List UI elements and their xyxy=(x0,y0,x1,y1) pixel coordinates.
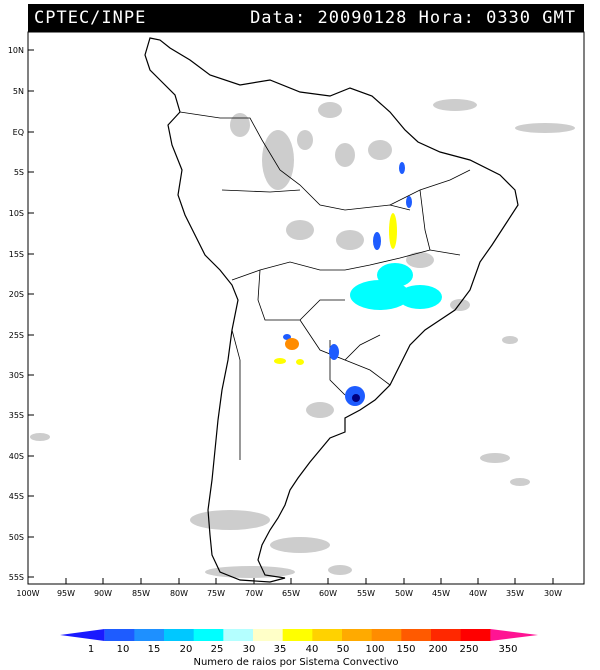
legend-swatch xyxy=(223,629,254,641)
lon-label: 75W xyxy=(207,589,225,598)
lat-label: 40S xyxy=(9,452,24,461)
legend-value: 15 xyxy=(148,644,161,655)
lon-label: 30W xyxy=(544,589,562,598)
lat-label: 15S xyxy=(9,250,24,259)
legend-value: 100 xyxy=(365,644,384,655)
legend-swatch xyxy=(401,629,432,641)
latitude-labels: 10N 5N EQ 5S 10S 15S 20S 25S 30S 35S 40S… xyxy=(8,46,24,582)
legend-swatch xyxy=(193,629,224,641)
lat-label: 35S xyxy=(9,411,24,420)
legend-swatch xyxy=(460,629,491,641)
lat-label: 5N xyxy=(13,87,24,96)
legend-swatch xyxy=(431,629,462,641)
lat-label: 45S xyxy=(9,492,24,501)
longitude-labels: 100W 95W 90W 85W 80W 75W 70W 65W 60W 55W… xyxy=(16,589,562,598)
time-value: 0330 xyxy=(486,8,532,28)
legend-value: 1 xyxy=(88,644,94,655)
lat-label: 25S xyxy=(9,331,24,340)
lat-label: 55S xyxy=(9,573,24,582)
lon-label: 70W xyxy=(245,589,263,598)
lon-label: 80W xyxy=(170,589,188,598)
legend-value: 40 xyxy=(306,644,319,655)
coastline xyxy=(144,37,519,583)
legend-value: 25 xyxy=(211,644,224,655)
legend-swatch xyxy=(342,629,373,641)
legend-value: 50 xyxy=(337,644,350,655)
title-bar: CPTEC/INPE Data: 20090128 Hora: 0330 GMT xyxy=(28,4,584,32)
legend-value: 35 xyxy=(274,644,287,655)
legend-swatch xyxy=(282,629,313,641)
lon-label: 35W xyxy=(506,589,524,598)
legend-value: 10 xyxy=(117,644,130,655)
lat-label: 10N xyxy=(8,46,24,55)
lon-label: 55W xyxy=(357,589,375,598)
timezone: GMT xyxy=(542,8,576,28)
legend-bar xyxy=(60,629,538,641)
lat-label: 20S xyxy=(9,290,24,299)
lon-label: 95W xyxy=(57,589,75,598)
legend-labels: 1 10 15 20 25 30 35 40 50 100 150 200 25… xyxy=(88,644,518,655)
longitude-ticks xyxy=(65,578,554,584)
date-time-title: Data: 20090128 Hora: 0330 GMT xyxy=(250,4,576,32)
lat-label: 30S xyxy=(9,371,24,380)
legend-swatch xyxy=(134,629,165,641)
legend-value: 20 xyxy=(180,644,193,655)
lat-label: 5S xyxy=(14,168,24,177)
latitude-ticks xyxy=(28,49,34,578)
lon-label: 60W xyxy=(319,589,337,598)
lat-label: EQ xyxy=(13,128,24,137)
legend-swatch xyxy=(60,629,105,641)
map-frame xyxy=(27,31,585,585)
legend-swatch xyxy=(490,629,538,641)
legend-value: 250 xyxy=(459,644,478,655)
lon-label: 45W xyxy=(432,589,450,598)
legend-value: 150 xyxy=(396,644,415,655)
legend-swatch xyxy=(104,629,135,641)
lon-label: 90W xyxy=(94,589,112,598)
legend-swatch xyxy=(164,629,195,641)
legend-value: 200 xyxy=(428,644,447,655)
lat-label: 50S xyxy=(9,533,24,542)
date-value: 20090128 xyxy=(317,8,408,28)
legend-swatch xyxy=(312,629,343,641)
legend-swatch xyxy=(371,629,402,641)
lat-label: 10S xyxy=(9,209,24,218)
cloud-cover xyxy=(30,99,575,578)
borders xyxy=(179,111,471,460)
date-label: Data: xyxy=(250,8,307,28)
agency-title: CPTEC/INPE xyxy=(34,8,147,28)
lon-label: 40W xyxy=(469,589,487,598)
legend-value: 350 xyxy=(498,644,517,655)
lon-label: 85W xyxy=(132,589,150,598)
legend-caption: Numero de raios por Sistema Convectivo xyxy=(193,657,398,668)
legend-swatch xyxy=(253,629,284,641)
lon-label: 50W xyxy=(395,589,413,598)
lon-label: 100W xyxy=(16,589,39,598)
lon-label: 65W xyxy=(282,589,300,598)
convective-systems xyxy=(274,162,442,406)
legend-value: 30 xyxy=(243,644,256,655)
time-label: Hora: xyxy=(418,8,475,28)
